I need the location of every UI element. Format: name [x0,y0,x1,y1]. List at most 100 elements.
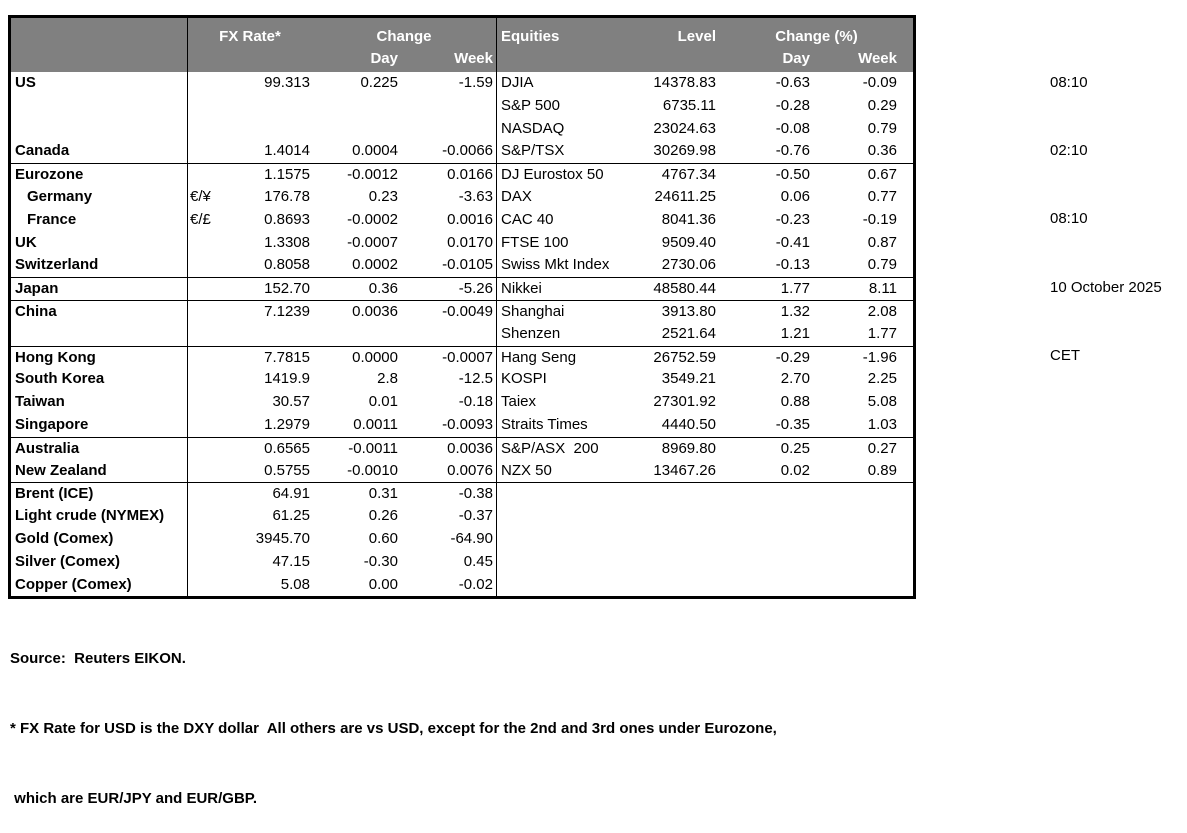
fx-rate-cell: 99.313 [264,74,310,91]
fx-footnote-line-2: which are EUR/JPY and EUR/GBP. [10,789,258,807]
table-row: Japan 152.70 0.36 -5.26 Nikkei 48580.44 … [11,277,913,301]
equity-level-cell: 9509.40 [661,233,716,251]
equity-week-change-cell [812,505,913,528]
equity-day-change-cell: -0.63 [775,74,810,91]
fx-pair-symbol-cell [188,232,222,255]
fx-name-cell: South Korea [11,368,188,392]
fx-name-cell: Australia [11,437,188,461]
fx-pair-symbol-cell [188,574,222,597]
equity-name-cell: Straits Times [501,415,588,433]
table-row: S&P 500 6735.11 -0.28 0.29 [11,94,913,118]
equity-name-cell: DJIA [501,74,534,91]
fx-day-change-cell: 2.8 [377,370,398,388]
equity-name-cell [497,551,630,574]
equities-header: Equities [501,28,560,45]
timestamp-line: 02:10 [1050,141,1088,159]
equity-level-cell: 6735.11 [662,96,716,114]
fx-rate-cell [222,323,312,346]
fx-pair-symbol-cell [188,323,222,346]
equity-name-cell [497,505,630,528]
fx-pair-symbol-cell [188,438,222,461]
header-spacer-cell [497,46,630,72]
fx-week-change-cell [400,117,497,141]
fx-day-change-cell: 0.0011 [353,415,398,433]
table-row: Germany €/¥ 176.78 0.23 -3.63 DAX 24611.… [11,185,913,209]
table-row: Singapore 1.2979 0.0011 -0.0093 Straits … [11,413,913,437]
fx-day-change-cell: -0.0002 [347,210,398,228]
table-row: Gold (Comex) 3945.70 0.60 -64.90 [11,527,913,551]
fx-pair-symbol-cell [188,72,222,95]
fx-pair-symbol-cell [188,118,222,141]
table-row: Silver (Comex) 47.15 -0.30 0.45 [11,550,913,574]
equity-name-cell: Shenzen [501,324,561,342]
equity-week-change-cell: 2.08 [867,302,897,320]
equity-week-change-cell: 0.89 [867,461,897,479]
equity-week-change-cell: -0.09 [862,74,897,91]
equity-level-cell: 4767.34 [661,166,716,184]
equity-name-cell: S&P 500 [501,96,560,114]
fx-rate-cell: 1.2979 [264,415,310,433]
fx-week-change-cell: 0.0036 [400,437,497,461]
equity-day-change-cell [720,483,812,506]
equity-level-cell: 14378.83 [653,74,716,91]
fx-rate-cell: 0.8058 [264,256,310,274]
table-header-row-2: Day Week Day Week [11,46,913,72]
fx-rate-header: FX Rate* [219,28,281,45]
equity-day-change-cell [720,551,812,574]
timestamp-line: 08:10 [1050,73,1088,91]
equity-day-change-cell: -0.13 [775,256,810,274]
fx-week-change-cell: 0.0170 [400,231,497,255]
fx-rate-cell: 30.57 [272,393,310,411]
fx-name-cell: Germany [11,185,188,209]
fx-week-change-cell: -1.59 [400,72,497,95]
equity-level-cell [630,574,720,597]
equity-level-cell: 2730.06 [661,256,716,274]
equity-day-change-cell [720,528,812,551]
equity-week-change-cell [812,528,913,551]
equity-level-cell: 26752.59 [653,348,716,366]
equity-name-cell: KOSPI [501,370,547,388]
equity-name-cell: S&P/TSX [501,142,565,160]
fx-day-change-cell: -0.0011 [348,439,398,457]
header-spacer-cell [188,46,222,72]
fx-pair-symbol-cell [188,95,222,118]
fx-day-change-cell: 0.23 [368,187,398,205]
equity-day-change-cell: 0.88 [780,393,810,411]
footer-notes: Source: Reuters EIKON. * FX Rate for USD… [10,601,777,833]
fx-day-change-cell: 0.36 [368,280,398,298]
equity-level-cell: 30269.98 [653,142,716,160]
table-row: China 7.1239 0.0036 -0.0049 Shanghai 391… [11,299,913,324]
fx-name-cell: Eurozone [11,164,188,187]
equity-day-change-cell [720,574,812,597]
fx-name-cell: Gold (Comex) [11,527,188,551]
fx-day-change-cell: 0.26 [368,507,398,525]
equity-name-cell [497,528,630,551]
equity-day-change-cell: -0.50 [775,166,810,184]
equity-week-change-cell: 0.29 [867,96,897,114]
fx-day-change-cell: -0.0010 [347,461,398,479]
fx-rate-cell: 61.25 [272,507,310,525]
fx-week-change-cell: -0.18 [400,391,497,414]
equity-day-change-cell: 1.21 [780,324,810,342]
fx-name-cell: US [11,72,188,95]
equities-level-header: Level [677,28,716,45]
table-header-row-1: FX Rate* Change Equities Level Change (%… [11,18,913,56]
fx-week-change-cell: 0.0166 [400,164,497,187]
fx-name-cell: France [11,208,188,232]
fx-week-change-cell: -0.37 [400,505,497,528]
table-row: Switzerland 0.8058 0.0002 -0.0105 Swiss … [11,254,913,278]
equity-day-change-cell: 1.32 [780,302,810,320]
table-row: Taiwan 30.57 0.01 -0.18 Taiex 27301.92 0… [11,391,913,414]
equity-week-change-cell: -0.19 [862,210,897,228]
equity-day-change-cell: -0.28 [775,96,810,114]
fx-name-cell: China [11,300,188,324]
table-row: Copper (Comex) 5.08 0.00 -0.02 [11,573,913,597]
equity-name-cell: S&P/ASX 200 [501,439,599,457]
header-spacer-cell [222,46,312,72]
equity-name-cell [497,574,630,597]
table-row: Shenzen 2521.64 1.21 1.77 [11,322,913,346]
fx-rate-cell: 1.4014 [264,142,310,160]
fx-week-change-cell [400,94,497,118]
table-row: US 99.313 0.225 -1.59 DJIA 14378.83 -0.6… [11,72,913,95]
fx-day-change-cell: 0.0004 [352,142,398,160]
